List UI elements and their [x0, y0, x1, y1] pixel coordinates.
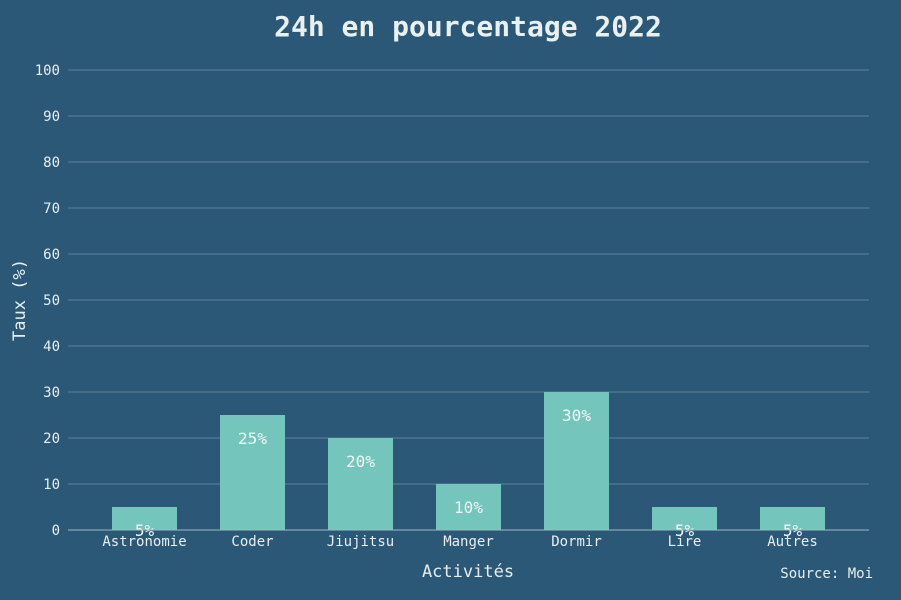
source-note: Source: Moi [780, 566, 873, 582]
y-tick-label: 100 [35, 63, 60, 79]
x-tick-label: Dormir [551, 534, 602, 550]
bar-value-labels: 5%25%20%10%30%5% 5% [135, 406, 803, 540]
bar-value-label: 10% [454, 498, 483, 517]
bar-coder [220, 415, 285, 530]
bar-value-label: 30% [562, 406, 591, 425]
bar-jiujitsu [328, 438, 393, 530]
y-tick-label: 90 [43, 109, 60, 125]
y-tick-label: 70 [43, 201, 60, 217]
bar-lire [652, 507, 717, 530]
x-tick-label: Lire [668, 534, 702, 550]
x-axis-label: Activités [422, 562, 514, 582]
bar-dormir [544, 392, 609, 530]
y-tick-label: 0 [52, 523, 60, 539]
y-tick-label: 80 [43, 155, 60, 171]
y-axis-ticks: 0 10 20 30 40 50 60 70 80 90 100 [35, 63, 60, 539]
y-tick-label: 30 [43, 385, 60, 401]
y-tick-label: 40 [43, 339, 60, 355]
bar-value-label: 25% [238, 429, 267, 448]
x-tick-label: Coder [231, 534, 273, 550]
x-tick-label: Astronomie [102, 534, 186, 550]
grid-lines [68, 69, 869, 485]
x-tick-label: Autres [767, 534, 818, 550]
bar-autres [760, 507, 825, 530]
y-tick-label: 60 [43, 247, 60, 263]
y-tick-label: 10 [43, 477, 60, 493]
bar-value-label: 20% [346, 452, 375, 471]
x-axis-ticks: Astronomie Coder Jiujitsu Manger Dormir Lire A… [102, 534, 817, 550]
x-tick-label: Manger [443, 534, 494, 550]
bar-manger [436, 484, 501, 530]
bar-astronomie [112, 507, 177, 530]
bars [112, 392, 825, 530]
y-tick-label: 50 [43, 293, 60, 309]
x-tick-label: Jiujitsu [327, 534, 394, 550]
y-tick-label: 20 [43, 431, 60, 447]
chart-title: 24h en pourcentage 2022 [274, 10, 662, 43]
y-axis-label: Taux (%) [10, 259, 30, 341]
